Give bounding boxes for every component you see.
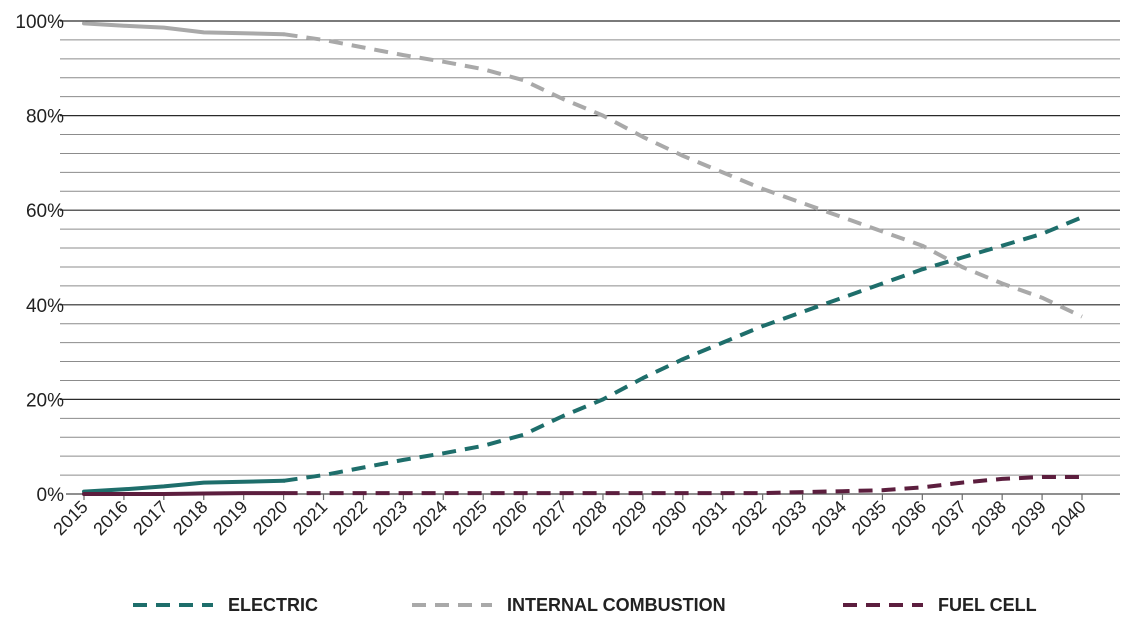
x-tick-label: 2034 xyxy=(808,497,850,539)
x-tick-label: 2017 xyxy=(129,497,171,539)
x-tick-label: 2019 xyxy=(209,497,251,539)
x-tick-label: 2036 xyxy=(888,497,930,539)
axes: 0%20%40%60%80%100%2015201620172018201920… xyxy=(15,12,1120,539)
x-tick-label: 2025 xyxy=(449,497,491,539)
fuel-cell-projection-line xyxy=(283,475,1082,496)
x-tick-label: 2039 xyxy=(1007,497,1049,539)
legend: ELECTRIC INTERNAL COMBUSTION FUEL CELL xyxy=(133,595,1037,615)
x-tick-label: 2024 xyxy=(409,497,451,539)
y-tick-label: 20% xyxy=(26,390,64,411)
series xyxy=(82,21,1083,496)
x-tick-label: 2037 xyxy=(928,497,970,539)
x-tick-label: 2022 xyxy=(329,497,371,539)
fuel-cell-legend-label: FUEL CELL xyxy=(938,595,1037,615)
x-tick-label: 2038 xyxy=(968,497,1010,539)
y-tick-label: 40% xyxy=(26,296,64,317)
fuel-cell-actual-line xyxy=(82,491,286,496)
x-tick-label: 2020 xyxy=(249,497,291,539)
x-tick-label: 2018 xyxy=(169,497,211,539)
internal-combustion-legend-label: INTERNAL COMBUSTION xyxy=(507,595,726,615)
y-tick-label: 0% xyxy=(37,485,65,506)
y-tick-label: 60% xyxy=(26,201,64,222)
x-tick-label: 2026 xyxy=(488,497,530,539)
x-tick-label: 2027 xyxy=(528,497,570,539)
x-tick-label: 2021 xyxy=(289,497,331,539)
x-tick-label: 2040 xyxy=(1047,497,1089,539)
x-tick-label: 2032 xyxy=(728,497,770,539)
x-tick-label: 2031 xyxy=(688,497,730,539)
internal-combustion-projection-line xyxy=(283,32,1083,319)
y-tick-label: 100% xyxy=(15,12,64,33)
x-tick-label: 2030 xyxy=(648,497,690,539)
grid xyxy=(60,20,1120,476)
x-tick-label: 2029 xyxy=(608,497,650,539)
internal-combustion-actual-line xyxy=(82,21,286,37)
electric-actual-line xyxy=(82,478,286,494)
electric-projection-line xyxy=(283,215,1083,483)
x-tick-label: 2033 xyxy=(768,497,810,539)
x-tick-label: 2028 xyxy=(568,497,610,539)
electric-legend-label: ELECTRIC xyxy=(228,595,318,615)
y-tick-label: 80% xyxy=(26,107,64,128)
x-tick-label: 2023 xyxy=(369,497,411,539)
x-tick-label: 2035 xyxy=(848,497,890,539)
x-tick-label: 2016 xyxy=(89,497,131,539)
